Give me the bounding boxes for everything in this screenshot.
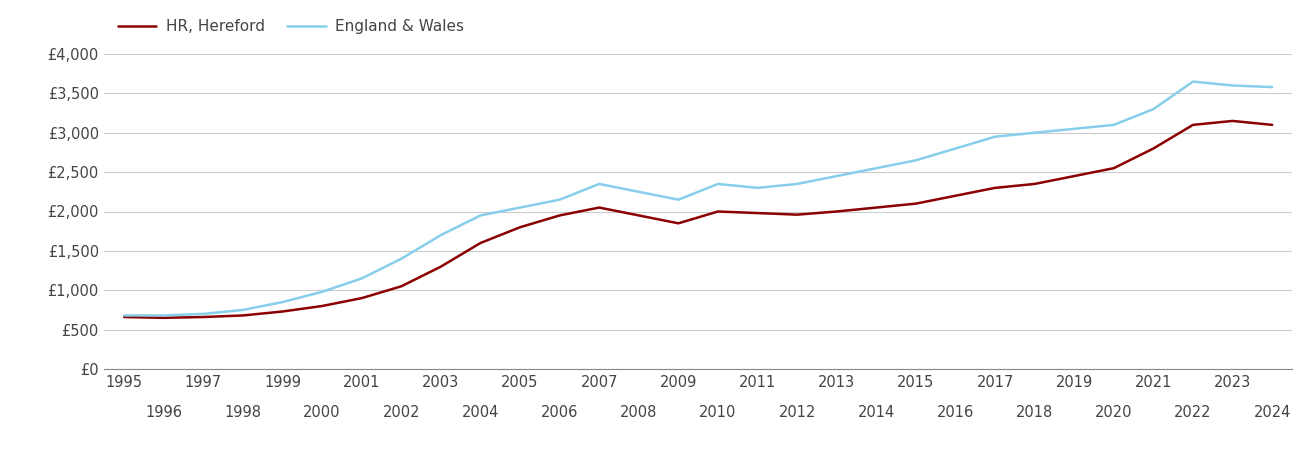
HR, Hereford [947, 193, 963, 198]
HR, Hereford [472, 240, 488, 246]
Text: 2016: 2016 [937, 405, 974, 420]
Text: 2022: 2022 [1174, 405, 1212, 420]
HR, Hereford [1066, 173, 1082, 179]
HR, Hereford [1185, 122, 1201, 128]
HR, Hereford [790, 212, 805, 217]
England & Wales [116, 313, 132, 318]
England & Wales [671, 197, 686, 202]
England & Wales [155, 313, 171, 318]
England & Wales [790, 181, 805, 187]
HR, Hereford [1105, 166, 1121, 171]
England & Wales [1066, 126, 1082, 131]
England & Wales [868, 166, 883, 171]
England & Wales [1105, 122, 1121, 128]
England & Wales [354, 276, 369, 281]
Text: 2018: 2018 [1017, 405, 1053, 420]
HR, Hereford [196, 314, 211, 319]
Text: 2002: 2002 [382, 405, 420, 420]
HR, Hereford [591, 205, 607, 210]
England & Wales [433, 232, 449, 238]
HR, Hereford [1265, 122, 1280, 128]
Text: 2010: 2010 [699, 405, 736, 420]
England & Wales [315, 289, 330, 294]
Text: 2014: 2014 [857, 405, 895, 420]
England & Wales [988, 134, 1004, 140]
England & Wales [591, 181, 607, 187]
England & Wales [275, 299, 291, 305]
Text: 2004: 2004 [462, 405, 499, 420]
Text: 2006: 2006 [542, 405, 578, 420]
HR, Hereford [988, 185, 1004, 191]
HR, Hereford [393, 284, 408, 289]
England & Wales [632, 189, 647, 194]
HR, Hereford [235, 313, 251, 318]
HR, Hereford [710, 209, 726, 214]
Text: 1998: 1998 [224, 405, 261, 420]
Text: 2020: 2020 [1095, 405, 1133, 420]
Text: 2012: 2012 [779, 405, 816, 420]
HR, Hereford [1027, 181, 1043, 187]
HR, Hereford [116, 314, 132, 319]
England & Wales [947, 146, 963, 151]
England & Wales [829, 173, 844, 179]
Text: 2000: 2000 [303, 405, 341, 420]
England & Wales [235, 307, 251, 313]
England & Wales [908, 158, 924, 163]
HR, Hereford [671, 220, 686, 226]
HR, Hereford [315, 303, 330, 309]
HR, Hereford [275, 309, 291, 314]
HR, Hereford [354, 295, 369, 301]
HR, Hereford [1146, 146, 1161, 151]
Legend: HR, Hereford, England & Wales: HR, Hereford, England & Wales [112, 13, 470, 40]
HR, Hereford [868, 205, 883, 210]
England & Wales [1146, 107, 1161, 112]
HR, Hereford [632, 213, 647, 218]
Line: England & Wales: England & Wales [124, 81, 1272, 315]
England & Wales [196, 311, 211, 317]
England & Wales [749, 185, 765, 191]
Text: 2024: 2024 [1254, 405, 1291, 420]
England & Wales [472, 213, 488, 218]
HR, Hereford [829, 209, 844, 214]
HR, Hereford [908, 201, 924, 206]
England & Wales [552, 197, 568, 202]
England & Wales [393, 256, 408, 261]
HR, Hereford [433, 264, 449, 269]
HR, Hereford [512, 225, 527, 230]
HR, Hereford [155, 315, 171, 320]
England & Wales [1027, 130, 1043, 135]
England & Wales [512, 205, 527, 210]
HR, Hereford [552, 213, 568, 218]
England & Wales [1224, 83, 1240, 88]
Line: HR, Hereford: HR, Hereford [124, 121, 1272, 318]
England & Wales [710, 181, 726, 187]
Text: 1996: 1996 [145, 405, 183, 420]
HR, Hereford [749, 210, 765, 216]
England & Wales [1185, 79, 1201, 84]
Text: 2008: 2008 [620, 405, 658, 420]
England & Wales [1265, 84, 1280, 90]
HR, Hereford [1224, 118, 1240, 124]
